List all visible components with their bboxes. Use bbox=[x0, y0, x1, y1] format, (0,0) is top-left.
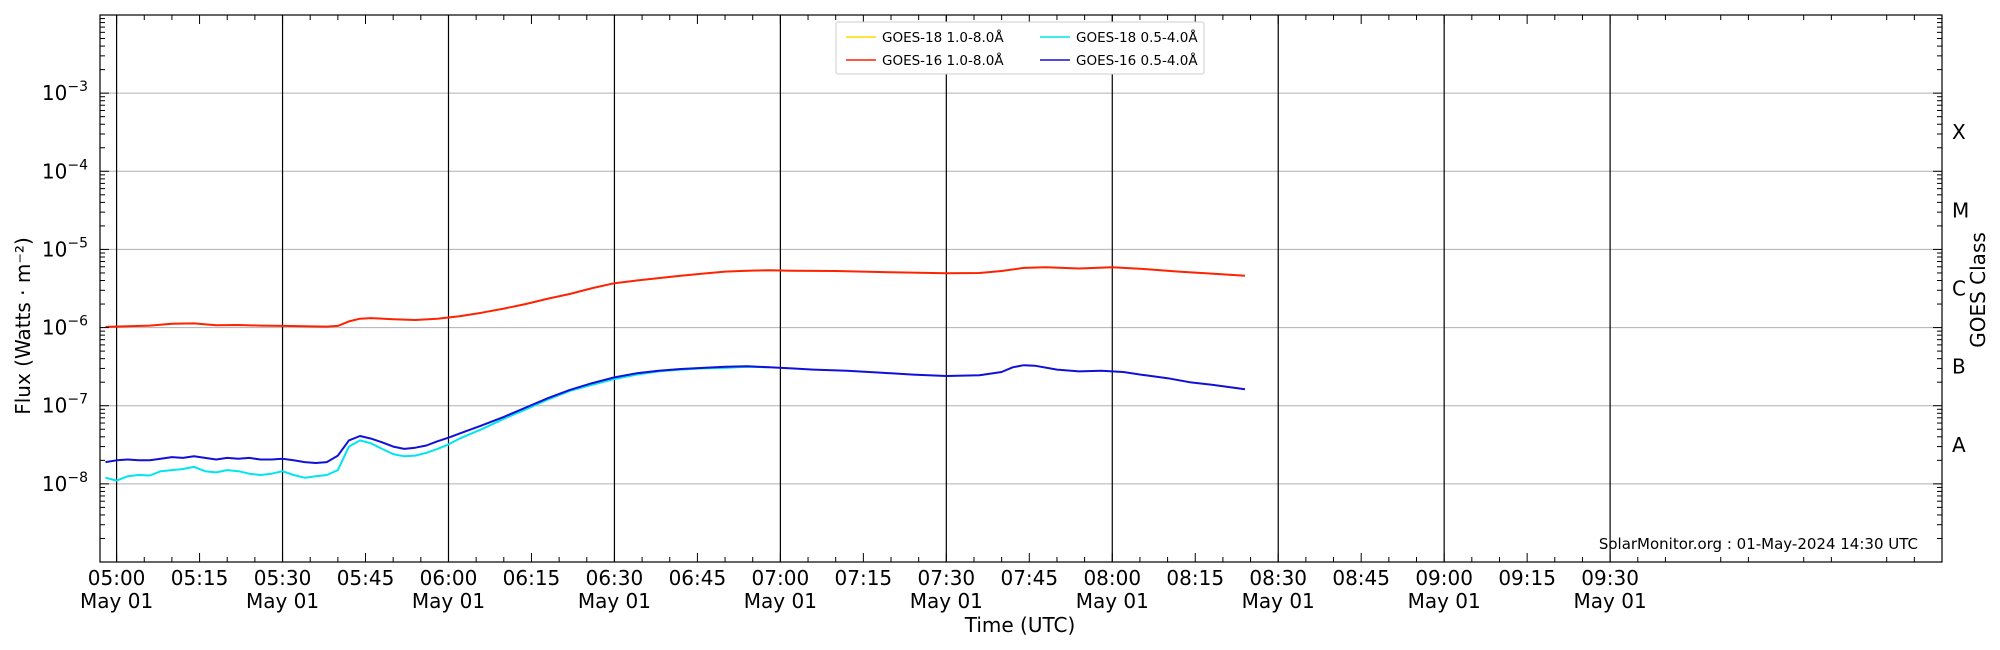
legend-items: GOES-18 1.0-8.0Å GOES-16 1.0-8.0Å GOES-18 … bbox=[846, 29, 1198, 69]
legend-label: GOES-16 0.5-4.0Å bbox=[1076, 52, 1198, 69]
y-axis-title: Flux (Watts · m⁻²) bbox=[11, 237, 35, 415]
x-tick-label: 09:00 bbox=[1415, 566, 1473, 590]
goes-class-label: M bbox=[1952, 198, 1969, 222]
axis-ticks bbox=[100, 15, 1942, 563]
series-line bbox=[105, 266, 1246, 328]
x-tick-date-label: May 01 bbox=[1408, 589, 1481, 613]
goes-class-label: B bbox=[1952, 355, 1966, 379]
legend: GOES-18 1.0-8.0Å GOES-16 1.0-8.0Å GOES-18 … bbox=[835, 21, 1205, 75]
x-tick-label: 08:00 bbox=[1083, 566, 1141, 590]
credit-text: SolarMonitor.org : 01-May-2024 14:30 UTC bbox=[1599, 535, 1918, 553]
x-axis-title: Time (UTC) bbox=[964, 613, 1076, 637]
x-tick-label: 07:15 bbox=[835, 566, 893, 590]
y-tick-label: 10−6 bbox=[42, 314, 88, 340]
x-tick-date-label: May 01 bbox=[1076, 589, 1149, 613]
legend-box bbox=[835, 21, 1205, 75]
goes-class-label: X bbox=[1952, 120, 1966, 144]
x-tick-date-label: May 01 bbox=[1242, 589, 1315, 613]
x-tick-label: 08:45 bbox=[1332, 566, 1390, 590]
goes-class-labels: A B C M X bbox=[1952, 120, 1969, 457]
y-tick-label: 10−5 bbox=[42, 235, 88, 261]
grid-lines bbox=[100, 92, 1942, 485]
x-tick-label: 07:45 bbox=[1000, 566, 1058, 590]
data-series bbox=[105, 266, 1246, 482]
x-tick-date-label: May 01 bbox=[744, 589, 817, 613]
y-tick-label: 10−3 bbox=[42, 79, 88, 105]
x-tick-label: 08:15 bbox=[1166, 566, 1224, 590]
x-tick-date-label: May 01 bbox=[1574, 589, 1647, 613]
x-tick-label: 05:45 bbox=[337, 566, 395, 590]
legend-label: GOES-18 1.0-8.0Å bbox=[882, 29, 1004, 46]
x-tick-label: 09:30 bbox=[1581, 566, 1639, 590]
series-line bbox=[105, 364, 1246, 464]
goes-class-label: A bbox=[1952, 433, 1966, 457]
x-tick-label: 06:15 bbox=[503, 566, 561, 590]
x-tick-date-label: May 01 bbox=[910, 589, 983, 613]
y2-axis-title: GOES Class bbox=[1966, 232, 1990, 348]
x-tick-label: 07:30 bbox=[918, 566, 976, 590]
goes-class-label: C bbox=[1952, 277, 1966, 301]
x-tick-date-label: May 01 bbox=[412, 589, 485, 613]
x-tick-date-label: May 01 bbox=[578, 589, 651, 613]
x-tick-date-label: May 01 bbox=[80, 589, 153, 613]
x-tick-date-label: May 01 bbox=[246, 589, 319, 613]
x-tick-label: 05:30 bbox=[254, 566, 312, 590]
x-tick-label: 05:15 bbox=[171, 566, 229, 590]
legend-label: GOES-18 0.5-4.0Å bbox=[1076, 29, 1198, 46]
x-tick-label: 06:45 bbox=[669, 566, 727, 590]
legend-label: GOES-16 1.0-8.0Å bbox=[882, 52, 1004, 69]
day-boundary-lines bbox=[115, 15, 1611, 562]
plot-area-frame bbox=[99, 14, 1943, 563]
x-tick-label: 07:00 bbox=[752, 566, 810, 590]
y-tick-label: 10−8 bbox=[42, 470, 88, 496]
x-tick-label: 05:00 bbox=[88, 566, 146, 590]
x-tick-label: 06:30 bbox=[586, 566, 644, 590]
x-tick-label: 08:30 bbox=[1249, 566, 1307, 590]
x-tick-label: 06:00 bbox=[420, 566, 478, 590]
y-tick-label: 10−7 bbox=[42, 392, 88, 418]
y-tick-labels: 10−8 10−7 10−6 10−5 10−4 10−3 bbox=[42, 79, 88, 496]
series-line bbox=[105, 365, 770, 482]
y-tick-label: 10−4 bbox=[42, 157, 88, 183]
x-tick-label: 09:15 bbox=[1498, 566, 1556, 590]
